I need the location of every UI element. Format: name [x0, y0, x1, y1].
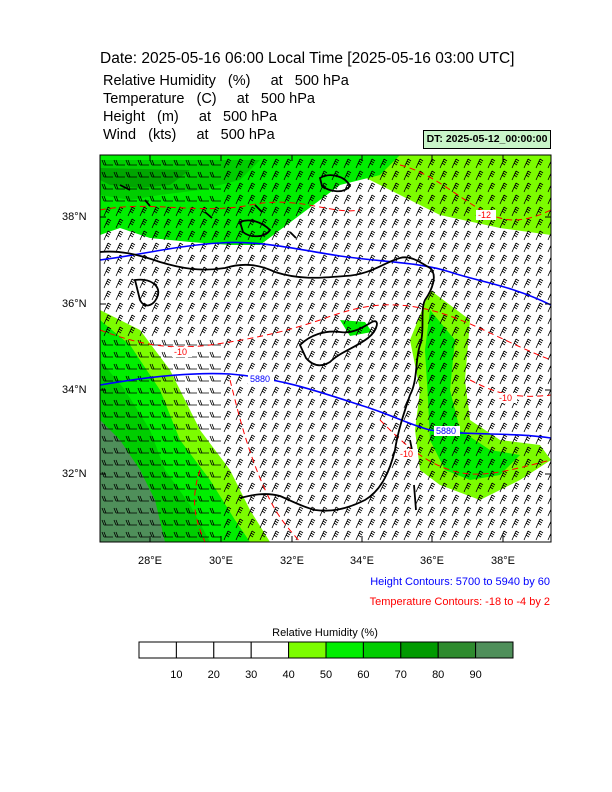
axis-ticks — [100, 155, 551, 542]
colorbar-label: 70 — [394, 669, 407, 681]
temp-label: -10 — [499, 393, 512, 403]
colorbar-label: 60 — [357, 669, 370, 681]
colorbar-title: Relative Humidity (%) — [272, 627, 378, 639]
map-border — [99, 154, 552, 543]
colorbar-swatch — [250, 641, 290, 659]
colorbar-label: 80 — [432, 669, 445, 681]
colorbar-label: 90 — [469, 669, 482, 681]
lon-label: 32°E — [280, 555, 304, 567]
height-label: 5880 — [436, 426, 456, 436]
field-wind: Wind (kts) at 500 hPa — [103, 127, 275, 143]
colorbar-label: 20 — [207, 669, 220, 681]
dt-badge: DT: 2025-05-12_00:00:00 — [423, 130, 551, 149]
height-label: 5880 — [250, 374, 270, 384]
lat-label: 38°N — [62, 211, 87, 223]
temperature-contour-note: Temperature Contours: -18 to -4 by 2 — [369, 596, 550, 608]
colorbar-swatch — [325, 641, 364, 659]
lon-label: 38°E — [491, 555, 515, 567]
coastlines — [100, 174, 435, 512]
height-contour-note: Height Contours: 5700 to 5940 by 60 — [370, 576, 550, 588]
colorbar-label: 50 — [319, 669, 333, 681]
temp-label: -10 — [174, 347, 187, 357]
temp-label: -12 — [478, 210, 491, 220]
colorbar-swatch — [138, 641, 177, 659]
lon-label: 34°E — [350, 555, 374, 567]
temp-label: -10 — [400, 449, 413, 459]
colorbar-swatch — [475, 641, 514, 659]
field-relative-humidity: Relative Humidity (%) at 500 hPa — [103, 73, 349, 89]
colorbar-label: 30 — [245, 669, 258, 681]
lon-label: 28°E — [138, 555, 162, 567]
colorbar-label: 40 — [282, 669, 295, 681]
lat-label: 34°N — [62, 384, 87, 396]
colorbar-swatch — [437, 641, 477, 659]
lon-label: 36°E — [420, 555, 444, 567]
field-height: Height (m) at 500 hPa — [103, 109, 278, 125]
colorbar-label: 10 — [170, 669, 183, 681]
field-temperature: Temperature (C) at 500 hPa — [103, 91, 315, 107]
colorbar-swatch — [362, 641, 402, 659]
colorbar — [138, 641, 514, 659]
colorbar-swatch — [175, 641, 215, 659]
height-contours — [100, 241, 551, 439]
lon-label: 30°E — [209, 555, 233, 567]
lat-label: 32°N — [62, 468, 87, 480]
colorbar-swatch — [400, 641, 439, 659]
page-title: Date: 2025-05-16 06:00 Local Time [2025-… — [100, 50, 515, 67]
colorbar-swatch — [213, 641, 252, 659]
colorbar-swatch — [288, 641, 327, 659]
lat-label: 36°N — [62, 298, 87, 310]
